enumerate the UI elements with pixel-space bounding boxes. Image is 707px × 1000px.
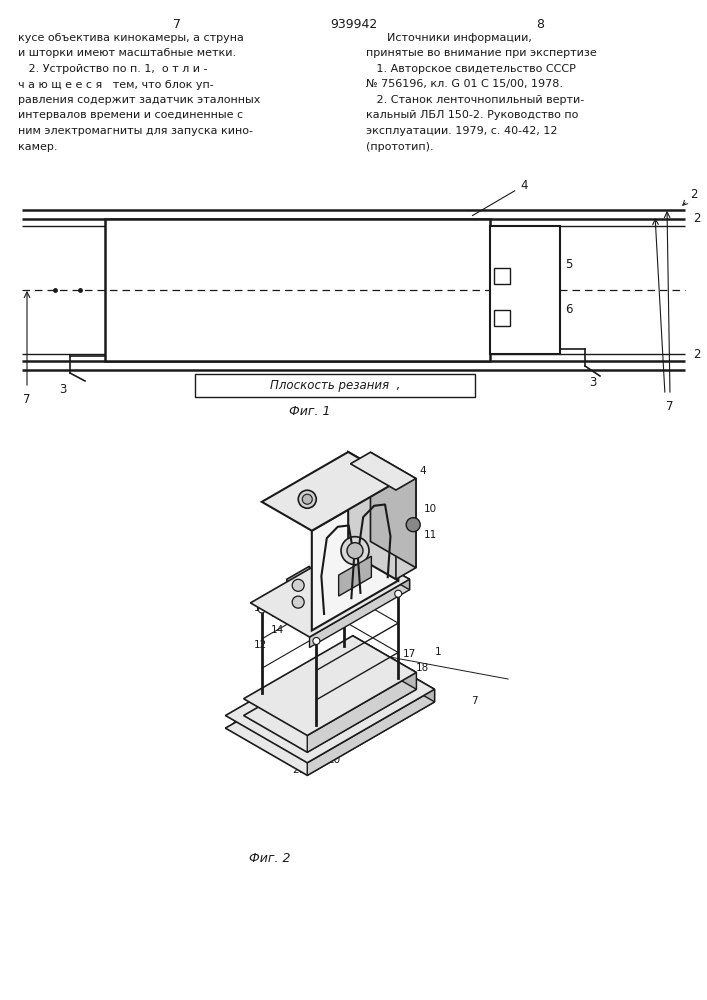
Text: (прототип).: (прототип). (366, 141, 433, 151)
Text: 4: 4 (419, 466, 426, 476)
Polygon shape (250, 545, 409, 637)
Polygon shape (351, 452, 416, 490)
Circle shape (303, 494, 312, 504)
Text: принятые во внимание при экспертизе: принятые во внимание при экспертизе (366, 48, 597, 58)
Text: ч а ю щ е е с я   тем, что блок уп-: ч а ю щ е е с я тем, что блок уп- (18, 80, 214, 90)
Text: 2: 2 (693, 349, 701, 361)
Text: кусе объектива кинокамеры, а струна: кусе объектива кинокамеры, а струна (18, 33, 244, 43)
Polygon shape (244, 636, 416, 735)
Polygon shape (370, 452, 416, 568)
Text: 24: 24 (400, 550, 413, 560)
Polygon shape (226, 655, 435, 775)
Circle shape (258, 606, 265, 613)
Text: 12: 12 (254, 640, 267, 650)
Bar (105, 219, 490, 361)
Polygon shape (348, 452, 398, 581)
Text: ним электромагниты для запуска кино-: ним электромагниты для запуска кино- (18, 126, 253, 136)
Text: 7: 7 (173, 18, 181, 31)
Text: 13: 13 (254, 603, 267, 613)
Text: 19: 19 (271, 609, 284, 619)
Text: 7: 7 (666, 400, 674, 413)
Polygon shape (308, 672, 416, 752)
Text: 5: 5 (565, 258, 573, 271)
Text: равления содержит задатчик эталонных: равления содержит задатчик эталонных (18, 95, 260, 105)
Circle shape (313, 637, 320, 644)
Text: 14: 14 (270, 625, 284, 635)
Polygon shape (339, 556, 371, 596)
Text: 20: 20 (327, 755, 340, 765)
Text: Фиг. 2: Фиг. 2 (250, 852, 291, 865)
Polygon shape (353, 642, 435, 702)
Text: 18: 18 (416, 663, 429, 673)
Text: 11: 11 (423, 530, 437, 540)
Circle shape (340, 559, 347, 566)
Text: 1. Авторское свидетельство СССР: 1. Авторское свидетельство СССР (366, 64, 576, 74)
Polygon shape (262, 452, 398, 531)
Circle shape (292, 596, 304, 608)
Bar (490, 226, 560, 354)
Text: 18: 18 (283, 712, 296, 722)
Text: Плоскость резания  ,: Плоскость резания , (270, 379, 400, 392)
Circle shape (298, 490, 316, 508)
Text: 8: 8 (536, 18, 544, 31)
Polygon shape (226, 642, 435, 763)
Text: интервалов времени и соединенные с: интервалов времени и соединенные с (18, 110, 243, 120)
Text: эксплуатации. 1979, с. 40-42, 12: эксплуатации. 1979, с. 40-42, 12 (366, 126, 558, 136)
Circle shape (395, 590, 402, 597)
Text: 7: 7 (472, 696, 478, 706)
Text: 8: 8 (291, 511, 298, 521)
Text: 22: 22 (230, 717, 243, 727)
Text: 6: 6 (565, 303, 573, 316)
Polygon shape (353, 636, 416, 689)
Text: 19: 19 (403, 560, 416, 570)
Text: 2: 2 (693, 212, 701, 225)
Polygon shape (396, 478, 416, 579)
Text: камер.: камер. (18, 141, 57, 151)
Text: 3: 3 (590, 376, 597, 389)
Polygon shape (310, 579, 409, 648)
Text: и шторки имеют масштабные метки.: и шторки имеют масштабные метки. (18, 48, 236, 58)
Text: 16: 16 (393, 578, 407, 588)
Text: 9: 9 (357, 486, 364, 496)
Text: 10: 10 (423, 504, 437, 514)
Polygon shape (312, 481, 398, 630)
Text: 7: 7 (23, 393, 30, 406)
Text: 1: 1 (434, 647, 441, 657)
Circle shape (292, 579, 304, 591)
Text: кальный ЛБЛ 150-2. Руководство по: кальный ЛБЛ 150-2. Руководство по (366, 110, 578, 120)
Polygon shape (244, 653, 416, 752)
Circle shape (407, 518, 420, 532)
Text: 3: 3 (59, 383, 66, 396)
Text: 2. Устройство по п. 1,  о т л и -: 2. Устройство по п. 1, о т л и - (18, 64, 207, 74)
Polygon shape (308, 689, 435, 775)
Circle shape (347, 543, 363, 559)
Text: 939942: 939942 (330, 18, 378, 31)
Text: 2: 2 (683, 188, 698, 205)
Text: Фиг. 1: Фиг. 1 (289, 405, 331, 418)
Bar (195, 374, 475, 397)
Polygon shape (351, 545, 409, 590)
Text: № 756196, кл. G 01 C 15/00, 1978.: № 756196, кл. G 01 C 15/00, 1978. (366, 80, 563, 90)
Text: 17: 17 (403, 649, 416, 659)
Text: 21: 21 (292, 765, 305, 775)
Bar (494, 268, 510, 284)
Bar (494, 310, 510, 326)
Circle shape (341, 537, 369, 565)
Text: 2. Станок ленточнопильный верти-: 2. Станок ленточнопильный верти- (366, 95, 584, 105)
Polygon shape (287, 566, 310, 621)
Text: 23: 23 (302, 694, 315, 704)
Text: 4: 4 (472, 179, 527, 216)
Text: Источники информации,: Источники информации, (366, 33, 532, 43)
